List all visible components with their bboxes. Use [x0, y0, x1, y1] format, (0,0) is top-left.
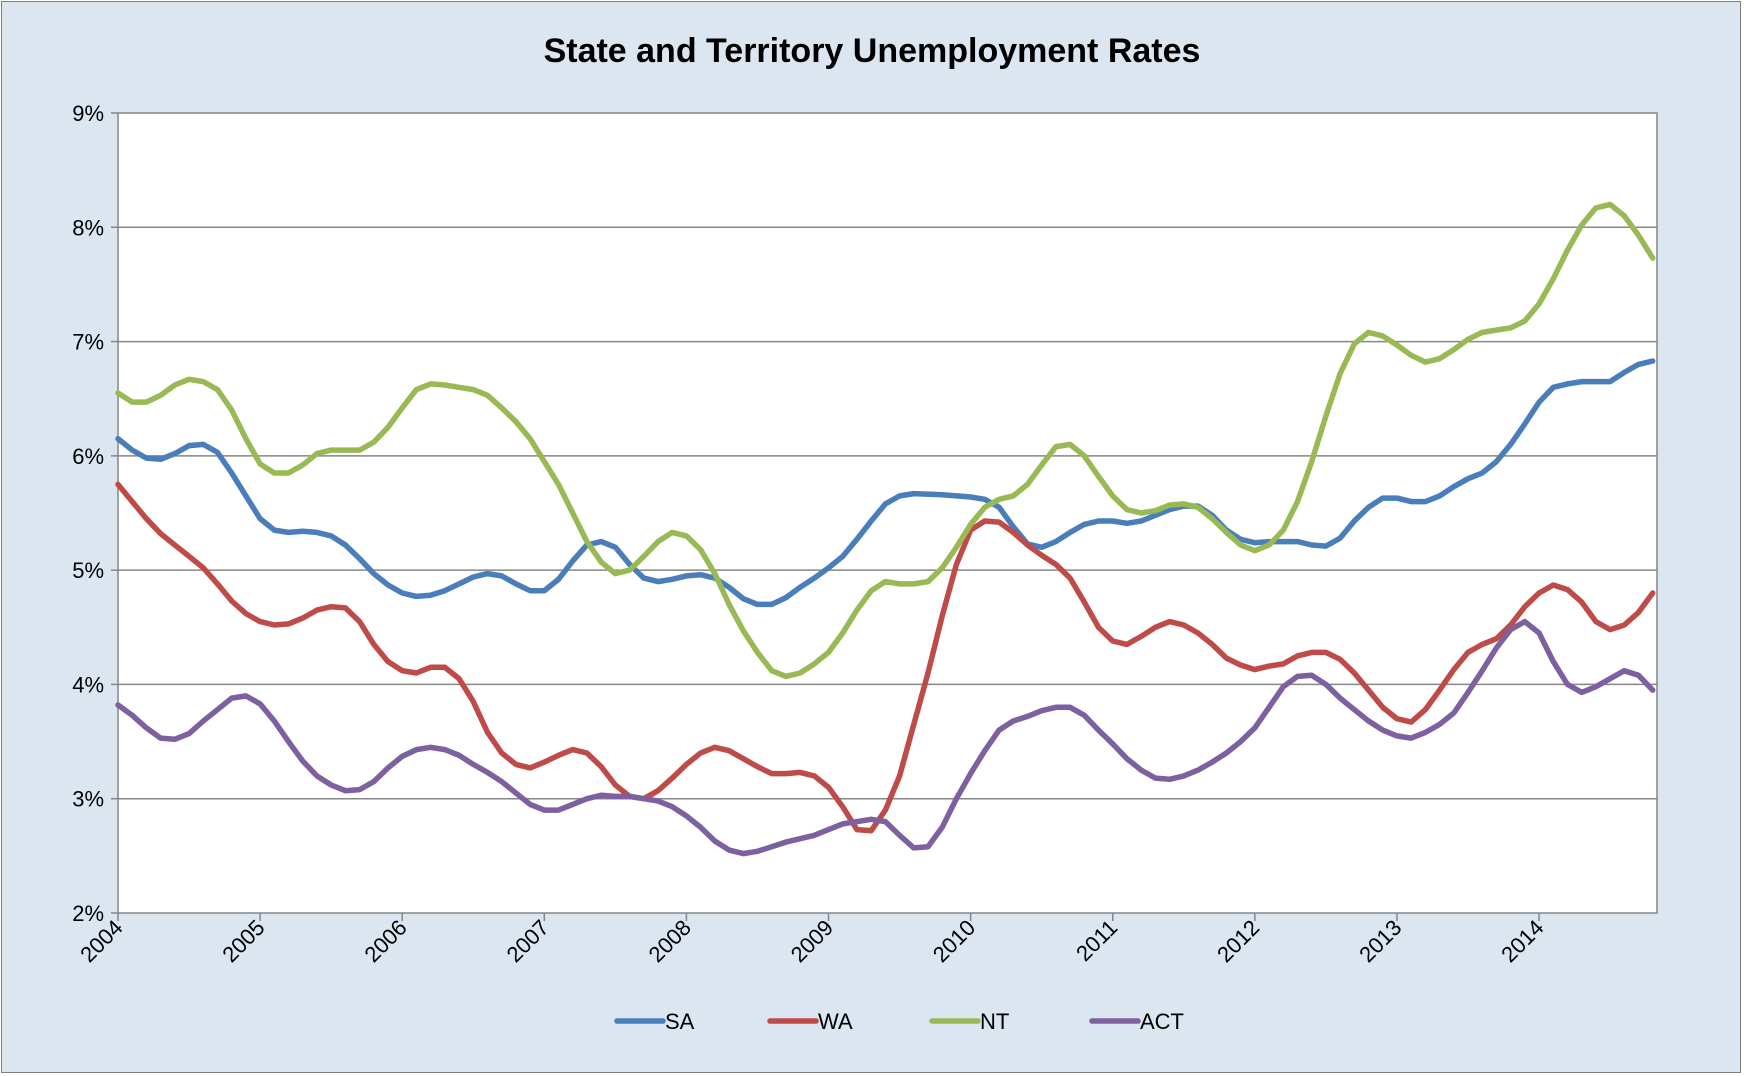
chart-title: State and Territory Unemployment Rates [544, 32, 1201, 70]
legend: SA WA NT ACT [614, 1009, 1184, 1034]
x-tick-label: 2005 [217, 915, 269, 967]
series-line-act [115, 618, 1656, 857]
y-tick-label: 7% [72, 330, 104, 355]
legend-label-act: ACT [1140, 1009, 1184, 1034]
series-line-nt [115, 201, 1656, 680]
y-tick-label: 8% [72, 215, 104, 240]
legend-label-wa: WA [818, 1009, 853, 1034]
x-tick-label: 2013 [1354, 915, 1406, 967]
y-tick-label: 2% [72, 901, 104, 926]
y-tick-label: 6% [72, 444, 104, 469]
x-tick-label: 2012 [1212, 915, 1264, 967]
x-tick-label: 2014 [1496, 915, 1548, 967]
y-axis: 2% 3% 4% 5% 6% 7% 8% 9% [72, 101, 118, 926]
x-tick-label: 2006 [359, 915, 411, 967]
y-tick-label: 5% [72, 558, 104, 583]
y-tick-label: 9% [72, 101, 104, 126]
x-tick-label: 2008 [644, 915, 696, 967]
x-tick-label: 2011 [1071, 915, 1122, 966]
y-tick-label: 3% [72, 787, 104, 812]
y-tick-label: 4% [72, 672, 104, 697]
x-axis: 2004 2005 2006 2007 2008 2009 2010 2011 2012 2013… [75, 913, 1549, 967]
gridlines [118, 226, 1657, 800]
legend-label-nt: NT [980, 1009, 1009, 1034]
x-tick-label: 2007 [502, 915, 554, 967]
x-tick-label: 2010 [928, 915, 980, 967]
series-line-wa [115, 481, 1656, 834]
series-group [115, 201, 1656, 857]
series-line-sa [115, 358, 1656, 608]
legend-label-sa: SA [665, 1009, 695, 1034]
x-tick-label: 2009 [786, 915, 838, 967]
